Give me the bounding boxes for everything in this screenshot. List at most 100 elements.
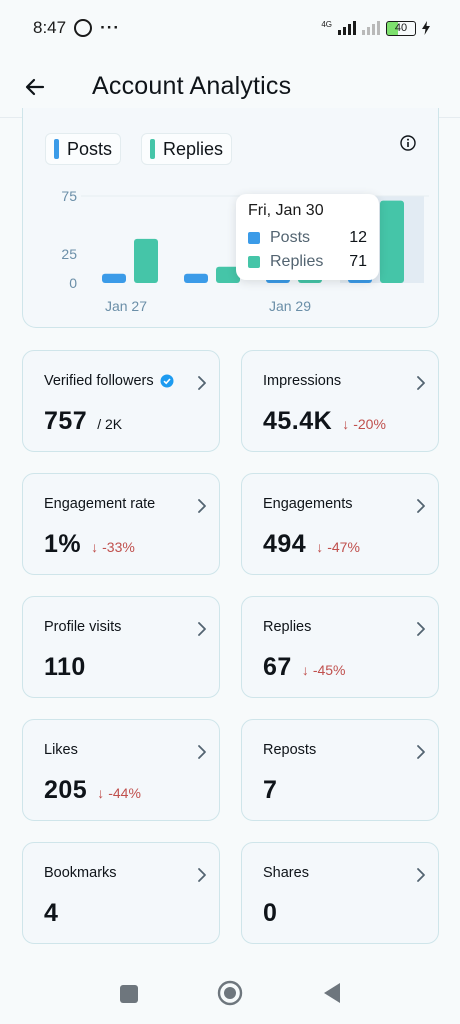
y-tick-label: 25 bbox=[61, 246, 77, 262]
metric-value: 4 bbox=[44, 899, 59, 927]
tooltip-row-posts: Posts 12 bbox=[248, 226, 367, 250]
metric-value-row: 67 ↓ -45% bbox=[263, 653, 346, 682]
chevron-right-icon bbox=[416, 744, 426, 765]
charging-icon bbox=[422, 21, 430, 35]
status-time: 8:47 bbox=[33, 18, 67, 37]
back-nav-button[interactable] bbox=[322, 982, 342, 1004]
metric-value: 1% bbox=[44, 530, 82, 558]
legend-replies[interactable]: Replies bbox=[141, 133, 233, 165]
tooltip-replies-name: Replies bbox=[270, 253, 324, 270]
tooltip-posts-name: Posts bbox=[270, 229, 311, 246]
tooltip-posts-swatch bbox=[248, 232, 260, 244]
legend-posts-label: Posts bbox=[67, 138, 113, 159]
verified-badge-icon bbox=[160, 374, 174, 388]
metric-title: Bookmarks bbox=[44, 865, 117, 881]
metric-value-row: 4 bbox=[44, 899, 58, 928]
legend-posts[interactable]: Posts bbox=[45, 133, 122, 165]
metric-value: 45.4K bbox=[263, 407, 333, 435]
bar-posts bbox=[102, 273, 126, 283]
metric-sub: / 2K bbox=[97, 416, 123, 432]
tooltip-replies-value: 71 bbox=[349, 253, 367, 270]
network-type-label: 4G bbox=[321, 19, 332, 29]
tooltip-row-replies: Replies 71 bbox=[248, 250, 367, 274]
x-tick-label: Jan 29 bbox=[269, 298, 311, 314]
metric-title: Replies bbox=[263, 619, 312, 635]
metric-value: 67 bbox=[263, 653, 292, 681]
recents-button[interactable] bbox=[119, 984, 139, 1004]
chart-legend: Posts Replies bbox=[45, 133, 233, 165]
arrow-down-icon: ↓ bbox=[91, 539, 99, 555]
metric-value-row: 110 bbox=[44, 653, 86, 682]
metric-value: 110 bbox=[44, 653, 86, 681]
app-header: Account Analytics bbox=[0, 56, 460, 118]
legend-posts-swatch bbox=[54, 139, 59, 159]
metric-value: 7 bbox=[263, 776, 278, 804]
metric-value: 205 bbox=[44, 776, 88, 804]
home-button[interactable] bbox=[217, 980, 243, 1006]
metric-title: Verified followers bbox=[44, 373, 174, 389]
info-icon[interactable] bbox=[400, 135, 416, 151]
arrow-down-icon: ↓ bbox=[97, 785, 105, 801]
bar-posts bbox=[184, 273, 208, 283]
metric-value: 0 bbox=[263, 899, 278, 927]
metric-delta: ↓ -33% bbox=[91, 539, 135, 555]
metric-card[interactable]: Impressions 45.4K ↓ -20% bbox=[241, 350, 439, 452]
metric-value: 494 bbox=[263, 530, 307, 558]
y-tick-label: 75 bbox=[61, 188, 77, 204]
system-nav-bar bbox=[0, 960, 460, 1024]
bar-replies bbox=[216, 266, 240, 283]
metric-card[interactable]: Verified followers 757 / 2K bbox=[22, 350, 220, 452]
metric-card[interactable]: Bookmarks 4 bbox=[22, 842, 220, 944]
metric-value-row: 205 ↓ -44% bbox=[44, 776, 141, 805]
metric-title: Engagements bbox=[263, 496, 353, 512]
chart-tooltip: Fri, Jan 30 Posts 12 Replies 71 bbox=[236, 194, 379, 280]
x-tick-label: Jan 27 bbox=[105, 298, 147, 314]
metric-value-row: 757 / 2K bbox=[44, 407, 122, 436]
metric-value-row: 45.4K ↓ -20% bbox=[263, 407, 386, 436]
metric-card[interactable]: Likes 205 ↓ -44% bbox=[22, 719, 220, 821]
arrow-down-icon: ↓ bbox=[342, 416, 350, 432]
tooltip-date: Fri, Jan 30 bbox=[248, 202, 324, 219]
metric-card[interactable]: Profile visits 110 bbox=[22, 596, 220, 698]
bar-replies bbox=[134, 238, 158, 283]
chart-card: 75 25 0 Jan 27 Jan 29 Posts Replies Fri, Jan… bbox=[22, 108, 439, 328]
back-button[interactable] bbox=[0, 56, 70, 118]
signal-secondary-icon bbox=[362, 21, 380, 35]
chevron-right-icon bbox=[197, 867, 207, 888]
status-bar: 8:47 ··· 4G 40 bbox=[0, 0, 460, 56]
metric-delta: ↓ -47% bbox=[316, 539, 360, 555]
metric-delta: ↓ -44% bbox=[97, 785, 141, 801]
metric-card[interactable]: Engagements 494 ↓ -47% bbox=[241, 473, 439, 575]
metric-card[interactable]: Engagement rate 1% ↓ -33% bbox=[22, 473, 220, 575]
signal-icon bbox=[338, 21, 356, 35]
metric-value-row: 1% ↓ -33% bbox=[44, 530, 135, 559]
chevron-right-icon bbox=[197, 621, 207, 642]
metric-card[interactable]: Shares 0 bbox=[241, 842, 439, 944]
metric-value-row: 0 bbox=[263, 899, 277, 928]
legend-replies-swatch bbox=[150, 139, 156, 159]
tooltip-replies-swatch bbox=[248, 256, 260, 268]
bar-replies bbox=[380, 200, 404, 283]
metric-title: Profile visits bbox=[44, 619, 122, 635]
tooltip-posts-value: 12 bbox=[349, 229, 367, 246]
metric-delta: ↓ -45% bbox=[301, 662, 346, 678]
metric-delta: ↓ -20% bbox=[342, 416, 386, 432]
metric-value: 757 bbox=[44, 407, 88, 435]
metric-title: Engagement rate bbox=[44, 496, 156, 512]
page-title: Account Analytics bbox=[92, 72, 292, 100]
metric-card[interactable]: Reposts 7 bbox=[241, 719, 439, 821]
chevron-right-icon bbox=[416, 867, 426, 888]
y-tick-label: 0 bbox=[69, 275, 77, 291]
arrow-down-icon: ↓ bbox=[316, 539, 324, 555]
metric-title: Shares bbox=[263, 865, 309, 881]
chevron-right-icon bbox=[197, 498, 207, 519]
chevron-right-icon bbox=[197, 744, 207, 765]
chevron-right-icon bbox=[416, 621, 426, 642]
arrow-down-icon: ↓ bbox=[301, 662, 309, 678]
whatsapp-icon bbox=[74, 19, 93, 37]
more-notifications-icon: ··· bbox=[100, 18, 121, 37]
metric-title: Impressions bbox=[263, 373, 342, 389]
chevron-right-icon bbox=[416, 375, 426, 396]
metric-card[interactable]: Replies 67 ↓ -45% bbox=[241, 596, 439, 698]
metric-title: Likes bbox=[44, 742, 78, 758]
